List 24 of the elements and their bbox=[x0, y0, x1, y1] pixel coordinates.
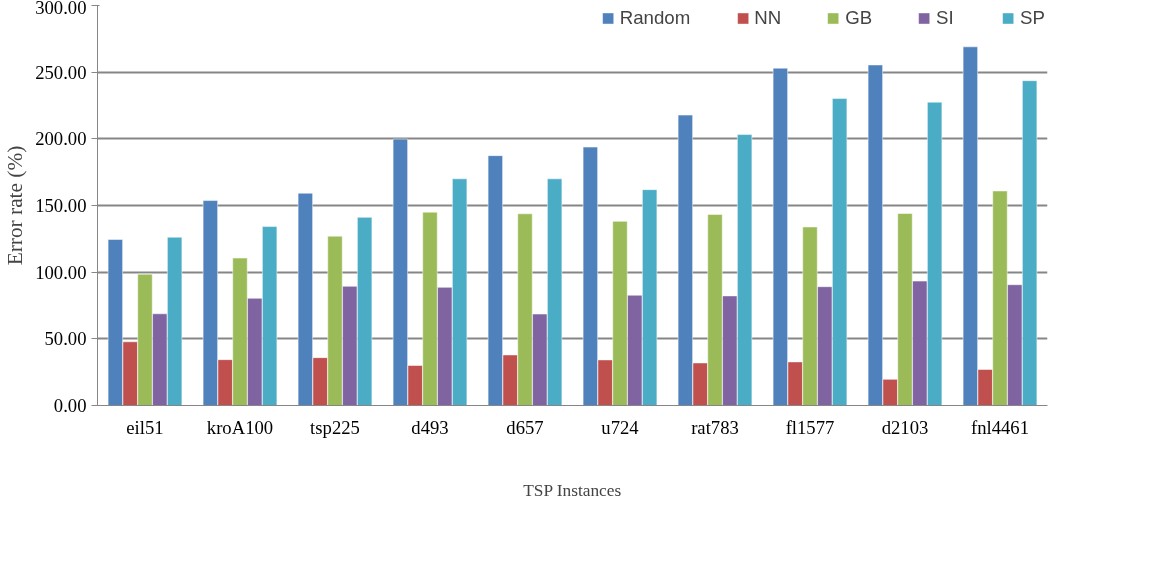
legend-label: SI bbox=[936, 7, 955, 29]
x-axis-title: TSP Instances bbox=[523, 480, 622, 500]
x-tick-label: u724 bbox=[601, 416, 640, 438]
legend-label: GB bbox=[845, 7, 873, 29]
y-tick-label: 100.00 bbox=[35, 261, 87, 283]
y-tick-label: 300.00 bbox=[35, 0, 87, 18]
legend-label: SP bbox=[1020, 7, 1045, 29]
y-tick-label: 250.00 bbox=[35, 61, 87, 83]
x-tick-label: tsp225 bbox=[310, 416, 360, 438]
x-tick-label: fnl4461 bbox=[970, 416, 1030, 438]
x-tick-label: rat783 bbox=[691, 416, 739, 438]
x-tick-label: kroA100 bbox=[206, 416, 274, 438]
x-tick-label: d493 bbox=[411, 416, 449, 438]
x-tick-label: fl1577 bbox=[785, 416, 835, 438]
y-tick-label: 50.00 bbox=[44, 328, 87, 350]
legend-label: Random bbox=[619, 7, 691, 29]
x-tick-label: d657 bbox=[506, 416, 544, 438]
y-tick-label: 150.00 bbox=[35, 195, 87, 216]
y-tick-label: 200.00 bbox=[35, 128, 87, 150]
legend-label: NN bbox=[754, 7, 782, 29]
x-tick-label: d2103 bbox=[881, 416, 929, 438]
y-tick-label: 0.00 bbox=[53, 395, 87, 416]
y-axis-title: Error rate (%) bbox=[3, 145, 28, 266]
x-tick-label: eil51 bbox=[126, 416, 164, 438]
